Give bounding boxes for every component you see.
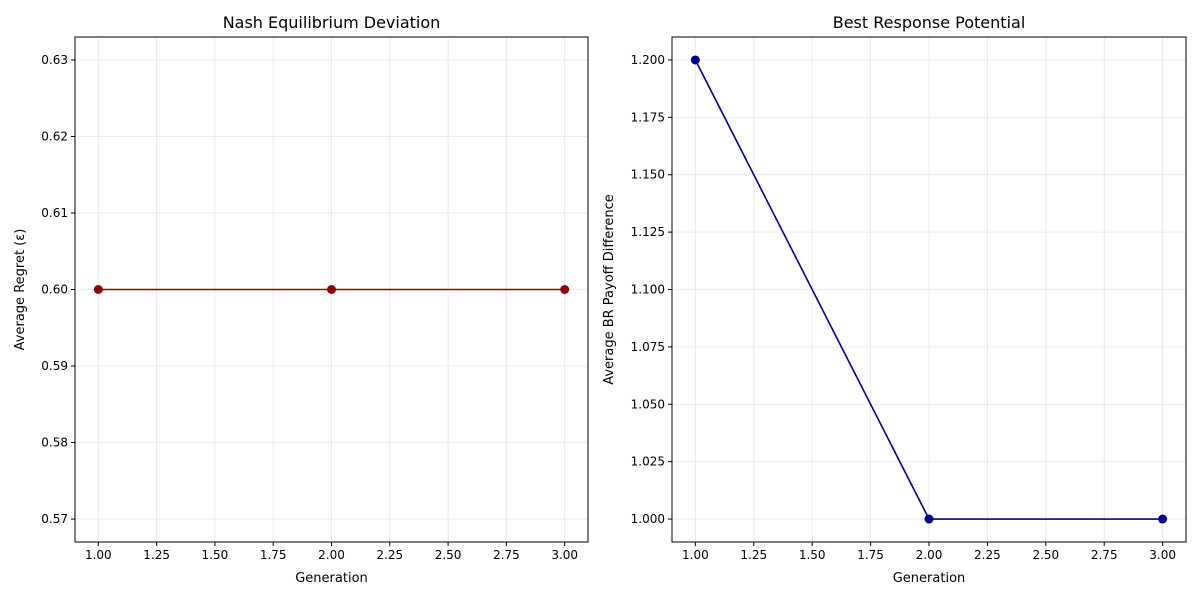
data-point (560, 285, 570, 294)
x-axis-label: Generation (295, 571, 368, 586)
x-tick-label: 1.50 (202, 548, 229, 562)
y-tick-label: 0.59 (41, 359, 68, 373)
x-tick-label: 1.75 (857, 548, 884, 562)
y-tick-label: 0.61 (41, 206, 68, 220)
x-tick-label: 2.00 (916, 548, 943, 562)
x-axis-label: Generation (893, 571, 966, 586)
chart-nash-equilibrium-deviation: 1.00 1.25 1.50 1.75 2.00 2.25 2.50 2.75 3.00 0.57… (13, 13, 589, 586)
x-tick-label: 1.00 (682, 548, 709, 562)
y-tick-label: 0.63 (41, 53, 68, 67)
y-tick-label: 0.58 (41, 436, 68, 450)
x-tick-label: 1.25 (740, 548, 767, 562)
chart-title: Nash Equilibrium Deviation (223, 13, 441, 32)
y-tick-label: 0.60 (41, 283, 68, 297)
y-tick-label: 1.025 (631, 455, 665, 469)
x-tick-label: 2.25 (974, 548, 1001, 562)
y-tick-label: 1.100 (631, 283, 665, 297)
chart-best-response-potential: 1.00 1.25 1.50 1.75 2.00 2.25 2.50 2.75 3.00 1.00… (602, 13, 1187, 586)
x-tick-label: 1.50 (799, 548, 826, 562)
x-tick-label: 1.25 (143, 548, 170, 562)
x-tick-label: 2.25 (376, 548, 403, 562)
x-tick-label: 2.75 (493, 548, 520, 562)
y-tick-label: 1.200 (631, 53, 665, 67)
x-tick-label: 3.00 (1149, 548, 1176, 562)
y-tick-label: 1.125 (631, 225, 665, 239)
data-point (93, 285, 103, 294)
y-tick-label: 1.150 (631, 168, 665, 182)
y-axis-label: Average Regret (ε) (13, 229, 28, 351)
data-point (327, 285, 336, 294)
x-tick-label: 3.00 (551, 548, 578, 562)
y-tick-label: 0.57 (41, 512, 68, 526)
x-tick-label: 2.00 (318, 548, 345, 562)
y-tick-label: 1.175 (631, 110, 665, 124)
chart-title: Best Response Potential (833, 13, 1026, 32)
y-tick-label: 0.62 (41, 129, 68, 143)
x-tick-label: 2.75 (1091, 548, 1118, 562)
y-tick-label: 1.050 (631, 397, 665, 411)
x-tick-label: 1.00 (85, 548, 112, 562)
data-point (690, 55, 700, 65)
y-axis-label: Average BR Payoff Difference (602, 194, 617, 385)
y-tick-label: 1.000 (631, 512, 665, 526)
x-tick-label: 2.50 (1032, 548, 1059, 562)
data-point (1158, 514, 1168, 524)
x-tick-label: 1.75 (260, 548, 287, 562)
data-point (924, 514, 934, 524)
x-tick-label: 2.50 (435, 548, 462, 562)
y-tick-label: 1.075 (631, 340, 665, 354)
